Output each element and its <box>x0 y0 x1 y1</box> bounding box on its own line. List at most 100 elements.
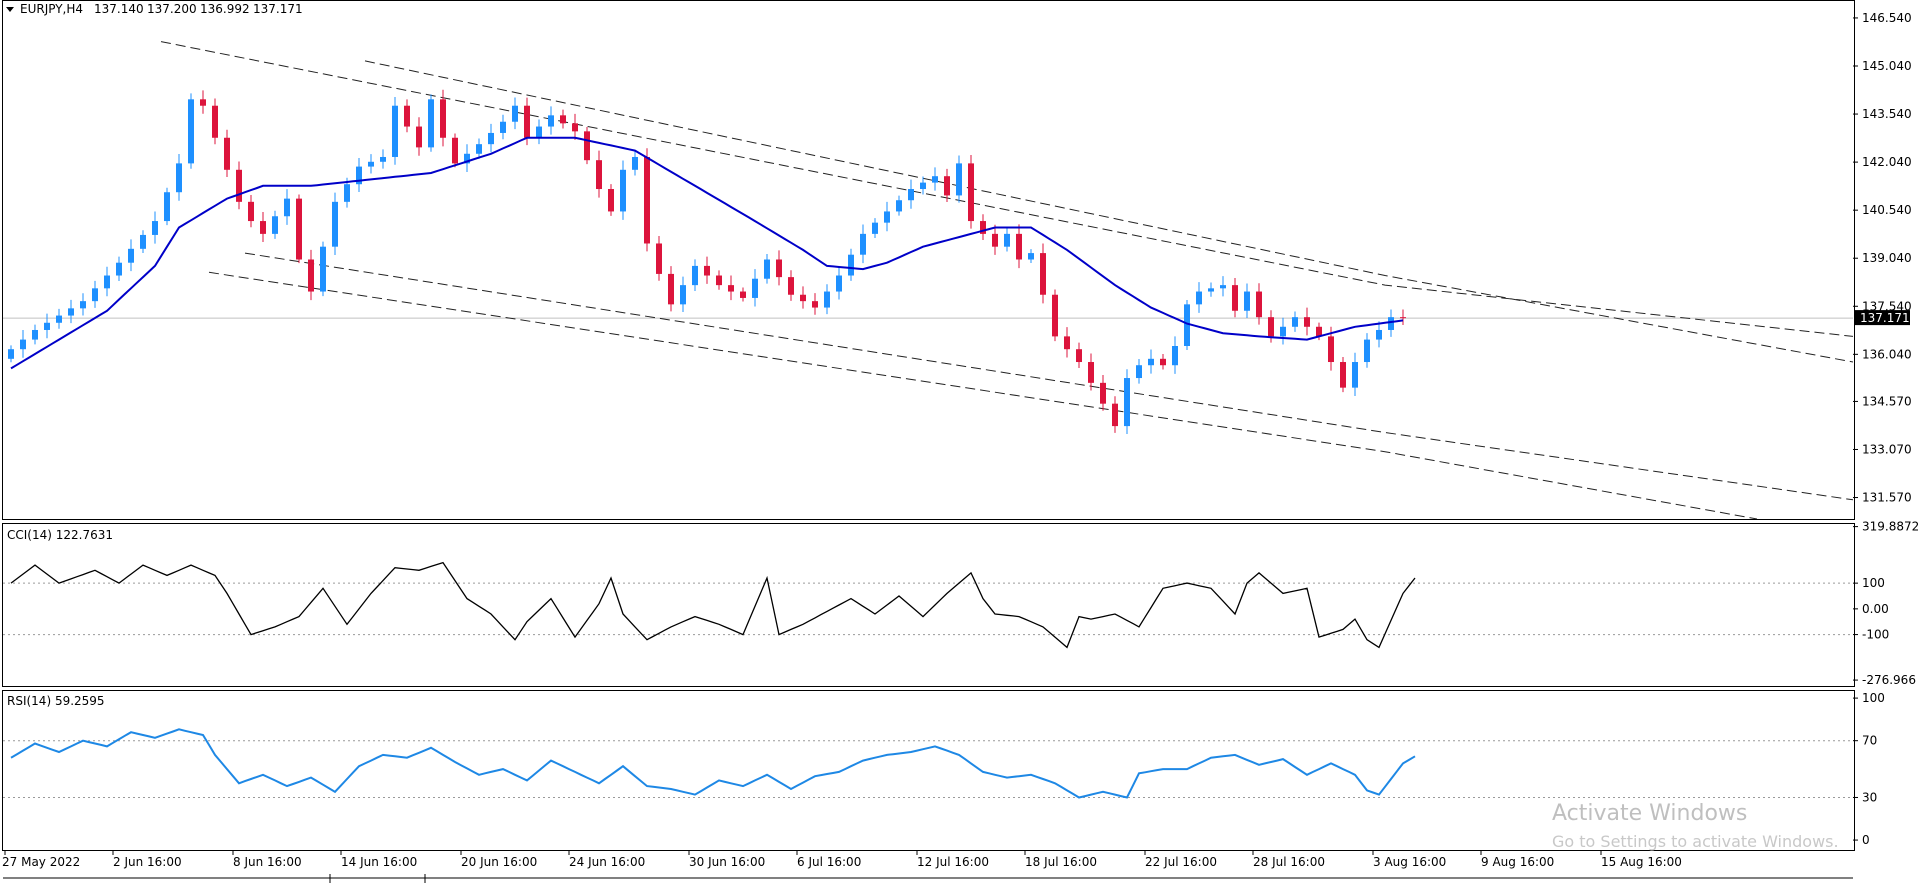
candle-body <box>1232 285 1238 311</box>
candle-body <box>1028 253 1034 260</box>
candle-body <box>548 115 554 127</box>
candle-body <box>464 153 470 164</box>
candle-body <box>1340 362 1346 388</box>
price-plot <box>8 41 1853 519</box>
candle-body <box>620 169 626 212</box>
rsi-title: RSI(14) 59.2595 <box>7 694 105 708</box>
candle-body <box>272 216 278 234</box>
channel-trendline <box>160 41 1853 337</box>
time-axis-label: 9 Aug 16:00 <box>1481 855 1554 869</box>
candle-body <box>1352 362 1358 388</box>
price-panel-frame <box>2 0 1855 520</box>
candle-body <box>920 182 926 190</box>
cci-title: CCI(14) 122.7631 <box>7 528 113 542</box>
candle-body <box>1016 233 1022 260</box>
candle-body <box>152 221 158 235</box>
price-axis-label: 145.040 <box>1862 59 1912 73</box>
candle-body <box>1196 291 1202 305</box>
cci-layer <box>3 561 1853 649</box>
time-axis-label: 24 Jun 16:00 <box>569 855 645 869</box>
candle-body <box>1076 349 1082 363</box>
candle-body <box>392 105 398 157</box>
time-axis-label: 14 Jun 16:00 <box>341 855 417 869</box>
candle-body <box>1004 233 1010 247</box>
candle-body <box>1124 378 1130 427</box>
candle-body <box>1064 336 1070 350</box>
candle-body <box>1208 288 1214 292</box>
candle-body <box>836 275 842 292</box>
candle-body <box>992 233 998 247</box>
symbol-title: EURJPY,H4 <box>20 2 83 16</box>
candle-body <box>44 322 50 330</box>
candle-body <box>500 121 506 133</box>
candle-body <box>176 163 182 193</box>
candle-body <box>776 259 782 278</box>
candle-body <box>752 278 758 298</box>
candle-body <box>1088 362 1094 383</box>
ohlc-close: 137.171 <box>253 2 303 16</box>
last-price-label-bg <box>1855 310 1910 326</box>
candle-body <box>1328 336 1334 363</box>
candle-body <box>332 201 338 247</box>
candle-body <box>164 192 170 222</box>
candle-body <box>8 349 14 359</box>
activate-windows-subtitle: Go to Settings to activate Windows. <box>1552 832 1839 851</box>
time-axis-label: 28 Jul 16:00 <box>1253 855 1325 869</box>
rsi-axis-label: 100 <box>1862 691 1885 705</box>
candle-body <box>488 132 494 145</box>
candle-body <box>248 201 254 222</box>
rsi-panel-frame <box>2 690 1855 851</box>
candle-body <box>1148 358 1154 366</box>
time-axis-label: 8 Jun 16:00 <box>233 855 302 869</box>
time-axis-label: 27 May 2022 <box>2 855 80 869</box>
price-axis-label: 134.570 <box>1862 394 1912 408</box>
candle-body <box>764 259 770 279</box>
rsi-axis-label: 30 <box>1862 790 1877 804</box>
candle-body <box>1220 285 1226 289</box>
price-axis-label: 131.570 <box>1862 491 1912 505</box>
candle-body <box>1112 403 1118 427</box>
rsi-layer <box>3 728 1853 799</box>
axis-layer: 146.540 145.040 143.540 142.040 140.540 139.0… <box>2 11 1918 883</box>
cci-line <box>10 561 1416 649</box>
candle-body <box>1052 294 1058 337</box>
cci-axis-label: 319.8872 <box>1862 520 1918 534</box>
candle-body <box>596 160 602 190</box>
candle-body <box>1376 329 1382 340</box>
candle-body <box>560 115 566 124</box>
candle-body <box>308 259 314 292</box>
moving-average-line <box>10 136 1404 370</box>
price-layer <box>3 41 1853 519</box>
candle-body <box>584 131 590 161</box>
candle-body <box>344 184 350 202</box>
candle-body <box>812 301 818 308</box>
rsi-line <box>10 728 1416 799</box>
candle-body <box>1040 253 1046 295</box>
candle-body <box>1256 291 1262 318</box>
cci-axis-label: -276.966 <box>1862 673 1916 687</box>
candle-body <box>800 294 806 302</box>
time-axis-label: 22 Jul 16:00 <box>1145 855 1217 869</box>
candle-body <box>416 126 422 148</box>
time-axis-label: 6 Jul 16:00 <box>797 855 861 869</box>
candle-body <box>1364 339 1370 363</box>
candle-body <box>1316 326 1322 337</box>
price-axis-label: 146.540 <box>1862 11 1912 25</box>
candle-body <box>524 105 530 138</box>
price-axis-label: 142.040 <box>1862 155 1912 169</box>
candle-body <box>1400 317 1406 319</box>
candle-body <box>1184 304 1190 346</box>
candle-body <box>1268 317 1274 337</box>
candle-body <box>1100 382 1106 404</box>
candle-body <box>380 156 386 162</box>
candle-body <box>632 156 638 170</box>
candle-body <box>1160 358 1166 366</box>
rsi-axis-label: 70 <box>1862 734 1877 748</box>
candle-body <box>536 126 542 138</box>
candle-body <box>1136 365 1142 379</box>
menu-triangle-icon[interactable] <box>6 7 14 12</box>
candle-body <box>1244 291 1250 311</box>
last-price-label: 137.171 <box>1860 311 1910 325</box>
time-axis-label: 3 Aug 16:00 <box>1373 855 1446 869</box>
